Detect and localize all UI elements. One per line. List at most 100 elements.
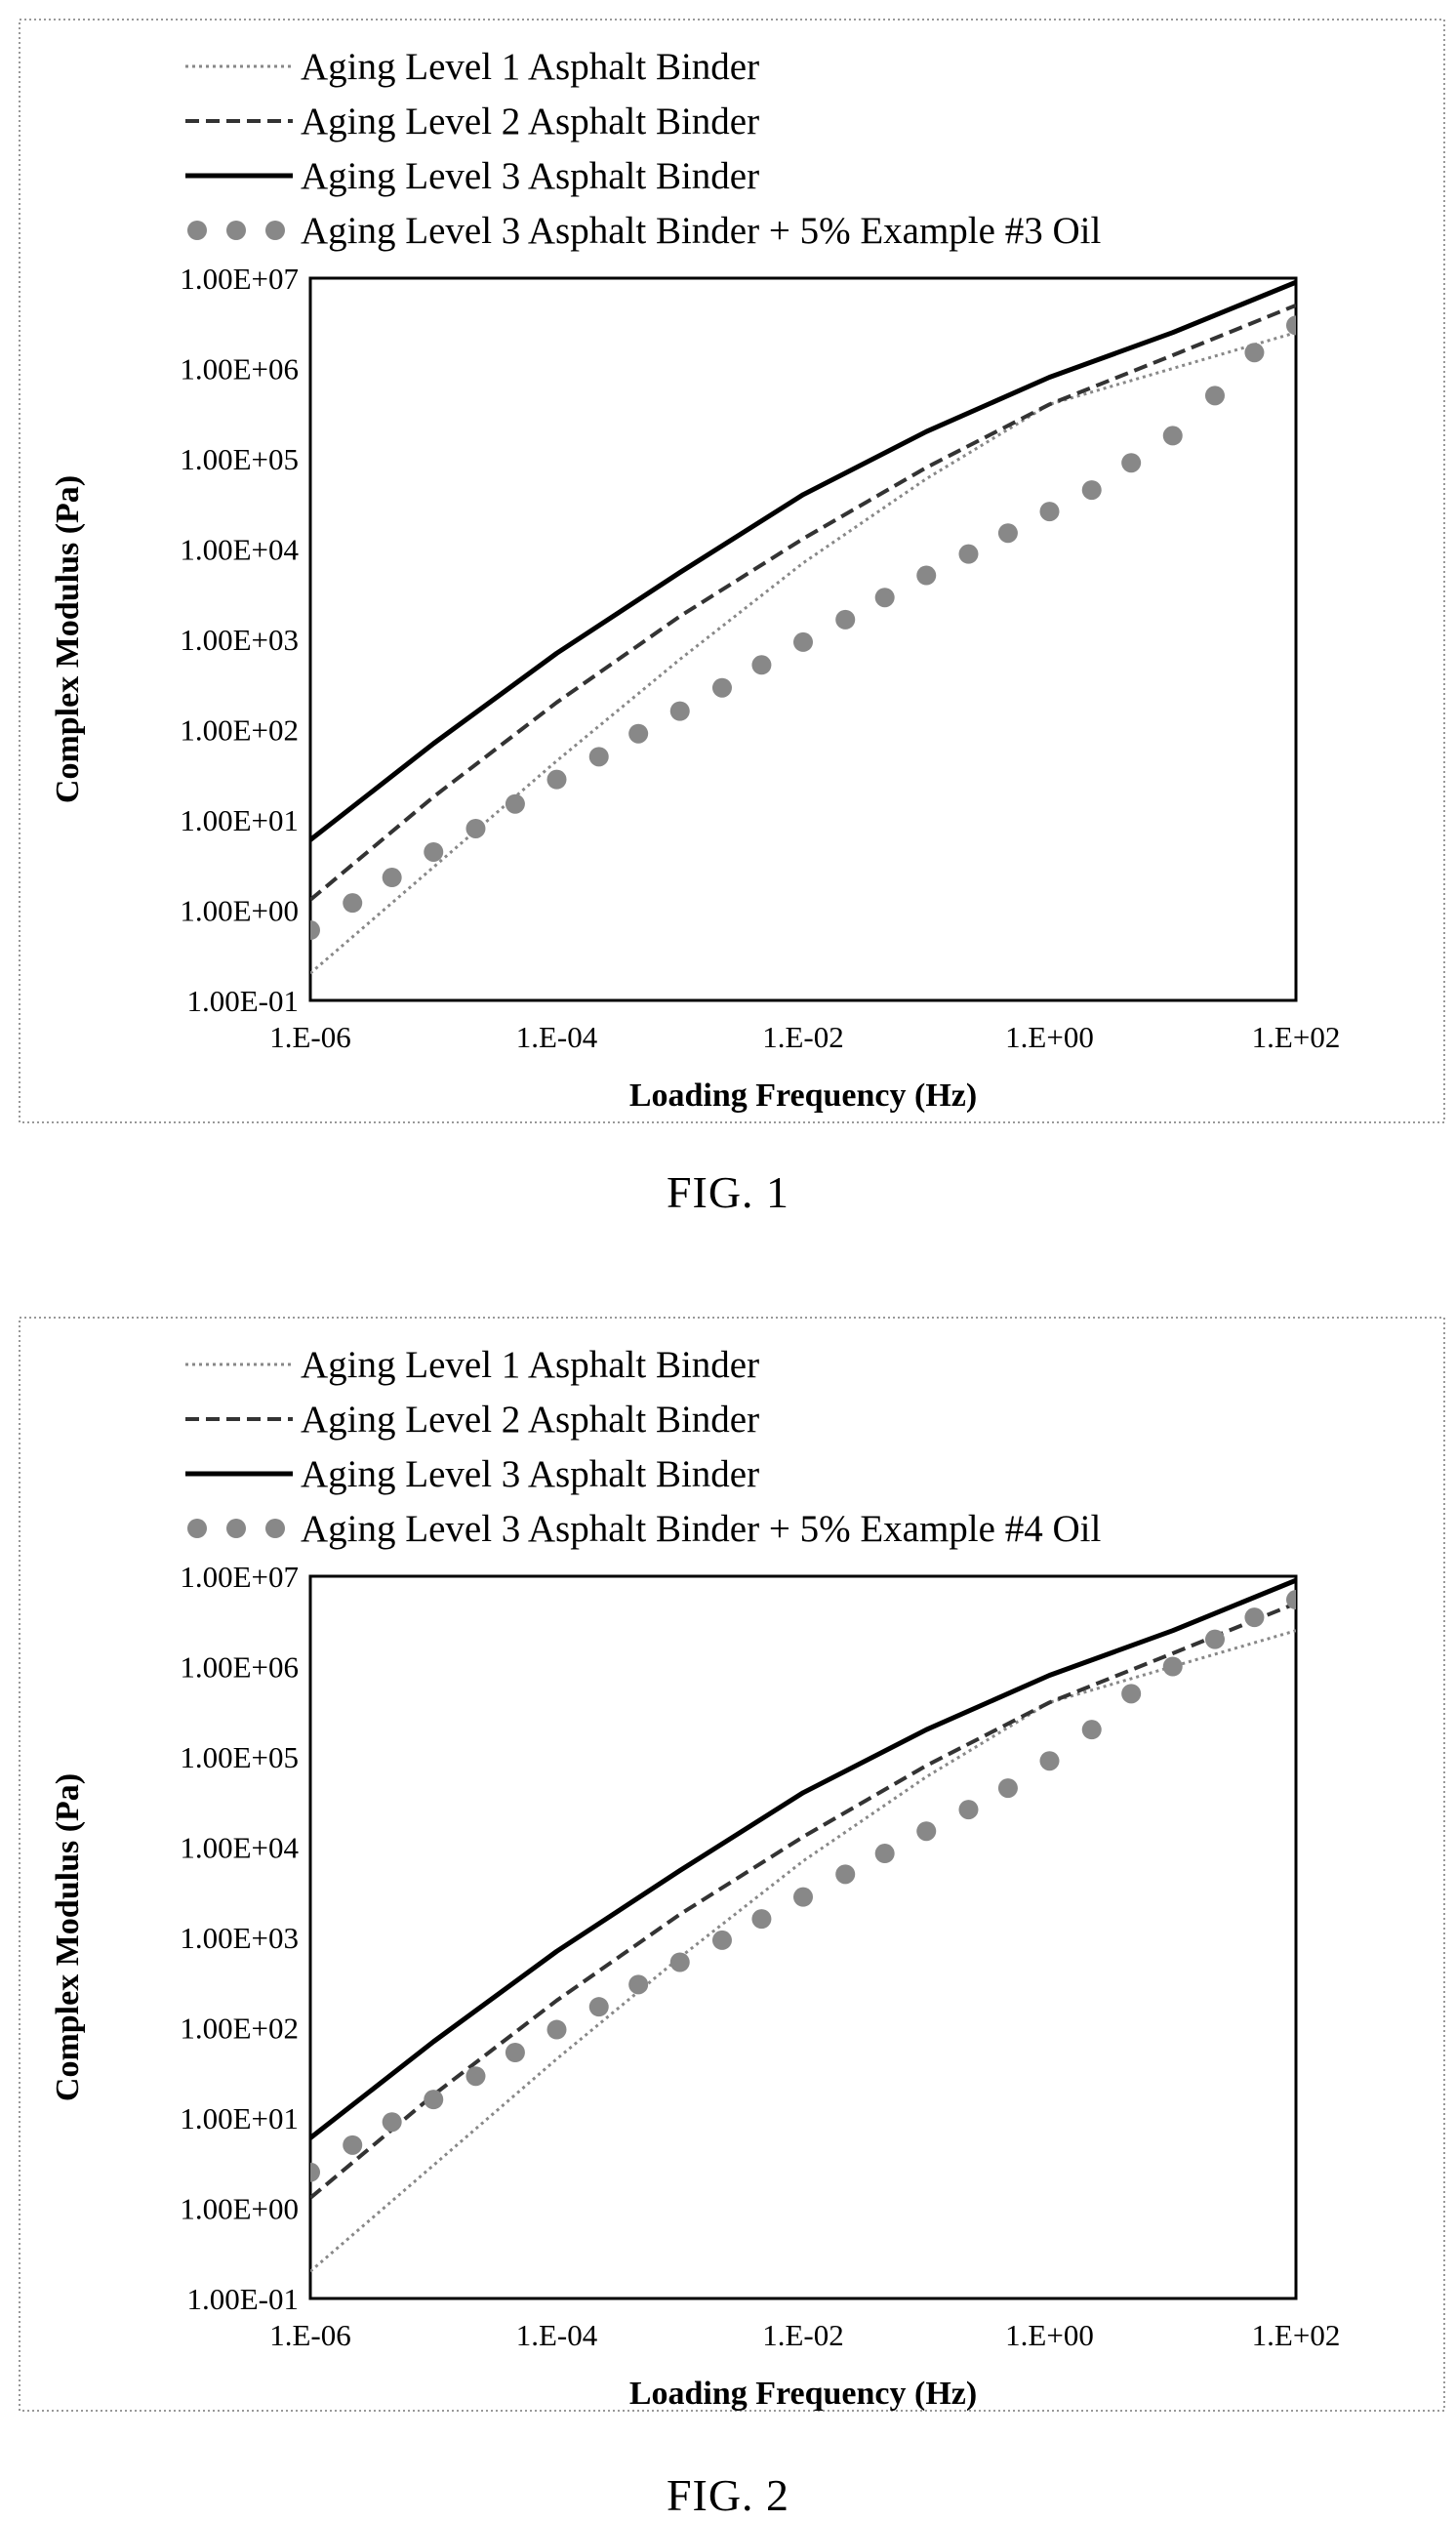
data-point xyxy=(1162,426,1183,446)
series-line xyxy=(310,331,1296,975)
data-point xyxy=(310,920,320,941)
data-point xyxy=(669,701,690,721)
data-point xyxy=(343,2135,363,2155)
y-tick-label: 1.00E+05 xyxy=(180,1740,299,1774)
series-line xyxy=(310,279,1296,842)
y-tick-label: 1.00E+00 xyxy=(180,2192,299,2226)
data-point xyxy=(793,1887,813,1907)
data-point xyxy=(546,2019,567,2040)
x-axis-title: Loading Frequency (Hz) xyxy=(629,2376,977,2412)
data-point xyxy=(793,631,813,652)
x-tick-label: 1.E-04 xyxy=(516,2318,598,2352)
data-point xyxy=(1204,1629,1225,1649)
legend-item: Aging Level 3 Asphalt Binder + 5% Exampl… xyxy=(187,210,1101,252)
data-point xyxy=(628,723,649,744)
data-point xyxy=(382,2112,402,2133)
series-markers xyxy=(310,1590,1296,2182)
legend-label: Aging Level 1 Asphalt Binder xyxy=(301,46,759,88)
x-tick-label: 1.E+00 xyxy=(1005,1020,1094,1054)
legend-label: Aging Level 3 Asphalt Binder + 5% Exampl… xyxy=(301,210,1101,252)
data-point xyxy=(546,769,567,790)
data-point xyxy=(465,2066,486,2087)
legend-item: Aging Level 3 Asphalt Binder + 5% Exampl… xyxy=(187,1508,1101,1550)
data-point xyxy=(751,1909,772,1930)
legend-item: Aging Level 1 Asphalt Binder xyxy=(185,1344,759,1386)
series-group xyxy=(310,1577,1296,2273)
data-point xyxy=(1286,1590,1296,1610)
data-point xyxy=(424,2090,444,2110)
x-tick-label: 1.E+02 xyxy=(1252,1020,1341,1054)
y-tick-label: 1.00E+02 xyxy=(180,713,299,748)
series-group xyxy=(310,279,1296,975)
legend-item: Aging Level 2 Asphalt Binder xyxy=(185,1399,759,1441)
data-point xyxy=(997,1778,1018,1799)
data-point xyxy=(310,2162,320,2182)
data-point xyxy=(669,1952,690,1972)
x-axis: 1.E-06 1.E-04 1.E-02 1.E+00 1.E+02 xyxy=(269,2318,1340,2352)
y-tick-label: 1.00E+04 xyxy=(180,1831,299,1865)
legend-label: Aging Level 2 Asphalt Binder xyxy=(301,1399,759,1441)
data-point xyxy=(628,1974,649,1995)
legend-item: Aging Level 2 Asphalt Binder xyxy=(185,101,759,142)
legend-label: Aging Level 3 Asphalt Binder + 5% Exampl… xyxy=(301,1508,1101,1550)
y-tick-label: 1.00E+07 xyxy=(180,1560,299,1594)
y-axis-title: Complex Modulus (Pa) xyxy=(50,475,86,803)
data-point xyxy=(1244,343,1265,363)
y-axis: 1.00E-01 1.00E+00 1.00E+01 1.00E+02 1.00E+03… xyxy=(180,262,299,1018)
y-tick-label: 1.00E+03 xyxy=(180,623,299,657)
legend: Aging Level 1 Asphalt Binder Aging Level … xyxy=(185,46,1101,252)
legend-label: Aging Level 1 Asphalt Binder xyxy=(301,1344,759,1386)
data-point xyxy=(916,565,937,586)
figure-1-caption: FIG. 1 xyxy=(666,1167,790,1217)
figure-2-chart: Aging Level 1 Asphalt Binder Aging Level … xyxy=(19,1317,1445,2412)
figure-1-chart: Aging Level 1 Asphalt Binder Aging Level … xyxy=(19,19,1445,1123)
legend-marker-swatch xyxy=(265,221,285,240)
data-point xyxy=(465,818,486,838)
data-point xyxy=(958,544,979,564)
y-axis-title: Complex Modulus (Pa) xyxy=(50,1773,86,2101)
y-axis: 1.00E-01 1.00E+00 1.00E+01 1.00E+02 1.00E+03… xyxy=(180,1560,299,2316)
legend-marker-swatch xyxy=(265,1519,285,1538)
figure-frame xyxy=(19,1317,1445,2412)
series-line xyxy=(310,1601,1296,2200)
figure-2-caption: FIG. 2 xyxy=(666,2470,790,2520)
data-point xyxy=(1039,502,1060,522)
data-point xyxy=(711,677,732,698)
y-tick-label: 1.00E+06 xyxy=(180,1650,299,1685)
legend-label: Aging Level 3 Asphalt Binder xyxy=(301,155,759,197)
legend-item: Aging Level 1 Asphalt Binder xyxy=(185,46,759,88)
y-tick-label: 1.00E-01 xyxy=(186,984,299,1018)
data-point xyxy=(997,523,1018,544)
y-tick-label: 1.00E-01 xyxy=(186,2282,299,2316)
y-tick-label: 1.00E+01 xyxy=(180,803,299,837)
data-point xyxy=(1244,1607,1265,1628)
data-point xyxy=(1121,453,1142,473)
plot-area xyxy=(308,276,1298,1002)
x-tick-label: 1.E-06 xyxy=(269,2318,351,2352)
data-point xyxy=(835,1864,856,1885)
data-point xyxy=(1286,315,1296,336)
data-point xyxy=(382,868,402,888)
x-tick-label: 1.E+02 xyxy=(1252,2318,1341,2352)
y-tick-label: 1.00E+02 xyxy=(180,2012,299,2046)
data-point xyxy=(874,1844,895,1864)
plot-area xyxy=(308,1574,1298,2300)
x-tick-label: 1.E-06 xyxy=(269,1020,351,1054)
x-tick-label: 1.E-04 xyxy=(516,1020,598,1054)
legend-marker-swatch xyxy=(187,1519,207,1538)
y-tick-label: 1.00E+03 xyxy=(180,1921,299,1955)
data-point xyxy=(958,1800,979,1820)
data-point xyxy=(505,793,525,814)
data-point xyxy=(343,893,363,914)
legend: Aging Level 1 Asphalt Binder Aging Level … xyxy=(185,1344,1101,1550)
data-point xyxy=(1204,386,1225,406)
data-point xyxy=(505,2043,525,2063)
legend-item: Aging Level 3 Asphalt Binder xyxy=(185,155,759,197)
figure-2: Aging Level 1 Asphalt Binder Aging Level … xyxy=(0,1298,1456,2420)
legend-label: Aging Level 3 Asphalt Binder xyxy=(301,1453,759,1495)
y-tick-label: 1.00E+05 xyxy=(180,442,299,476)
figure-frame xyxy=(19,19,1445,1123)
series-markers xyxy=(310,315,1296,941)
y-tick-label: 1.00E+00 xyxy=(180,894,299,928)
data-point xyxy=(874,588,895,608)
